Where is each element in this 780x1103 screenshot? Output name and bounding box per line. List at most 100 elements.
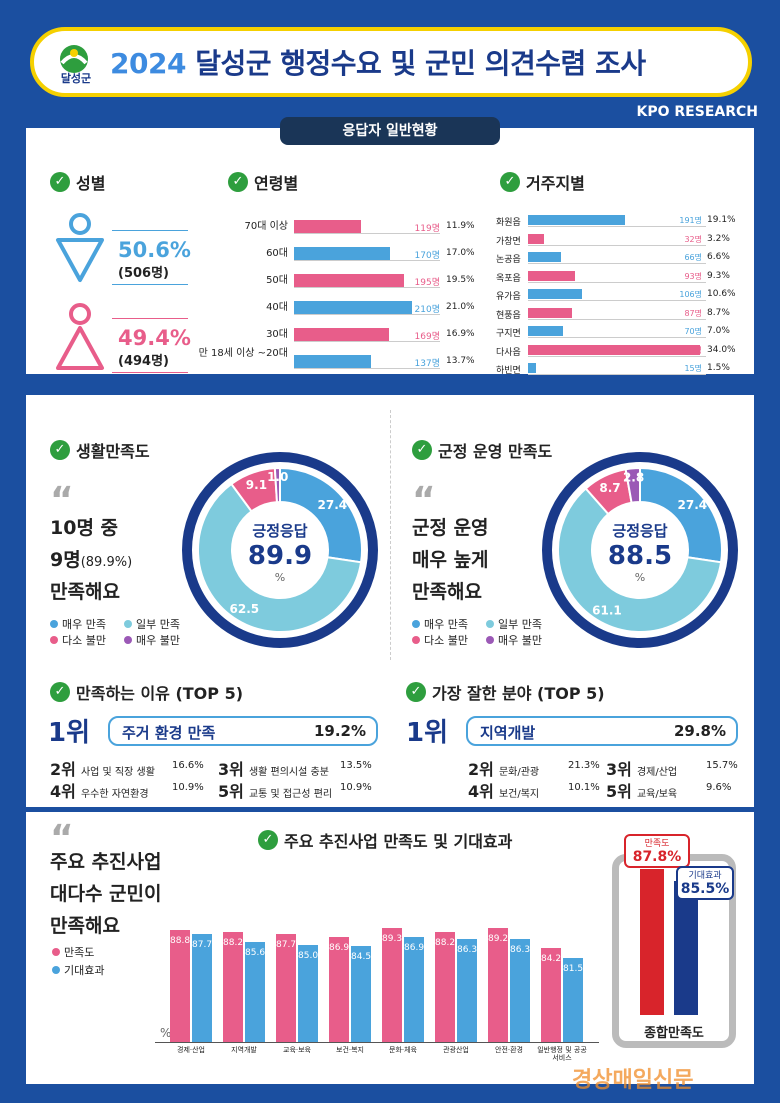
total-sat-label: 만족도 xyxy=(644,839,670,849)
org-name: KPO RESEARCH xyxy=(636,104,758,120)
rank-pct: 21.3% xyxy=(568,760,600,771)
legend-text: 매우 불만 xyxy=(498,634,542,647)
region-count: 70명 xyxy=(684,327,702,336)
age-label: 30대 xyxy=(266,329,288,340)
rank-number: 4위 xyxy=(50,782,76,801)
donut-label: 2.8 xyxy=(623,470,644,484)
region-label: 논공읍 xyxy=(496,255,521,265)
life-center-unit: % xyxy=(274,571,286,584)
legend-item: 매우 불만 xyxy=(124,632,180,648)
male-icon xyxy=(56,213,104,282)
female-pct: 49.4% xyxy=(118,326,191,350)
donut-label: 62.5 xyxy=(230,602,260,616)
project-axis-label: 경제·산업 xyxy=(177,1046,205,1054)
donut-ring xyxy=(542,452,738,648)
rank-item: 4위 보건/복지 xyxy=(468,778,539,802)
legend-item: 매우 만족 xyxy=(50,616,106,632)
check-icon: ✓ xyxy=(406,682,426,702)
age-label: 60대 xyxy=(266,248,288,259)
age-track xyxy=(294,233,440,234)
region-title: ✓ 거주지별 xyxy=(500,170,585,194)
project-bar xyxy=(510,939,530,1042)
best-top-label: 지역개발 xyxy=(480,724,536,742)
donut-slice xyxy=(197,482,363,633)
title-text: 달성군 행정수요 및 군민 의견수렴 조사 xyxy=(195,47,646,80)
project-bar-label: 86.3 xyxy=(457,945,478,956)
project-bar xyxy=(192,933,212,1042)
projects-title: ✓ 주요 추진사업 만족도 및 기대효과 xyxy=(258,828,512,852)
male-count: (506명) xyxy=(118,266,169,281)
rank-number: 5위 xyxy=(606,782,632,801)
check-icon: ✓ xyxy=(500,172,520,192)
rank-text: 교통 및 접근성 편리 xyxy=(248,789,333,800)
age-track xyxy=(294,260,440,261)
region-bar xyxy=(528,289,582,299)
project-bar xyxy=(329,937,349,1042)
donut-label: 8.7 xyxy=(599,481,620,495)
check-icon: ✓ xyxy=(412,440,432,460)
quote-icon: “ xyxy=(50,480,74,521)
panel-divider xyxy=(390,410,391,660)
rank-text: 교육/보육 xyxy=(636,789,678,800)
section-tab: 응답자 일반현황 xyxy=(280,117,500,145)
age-count: 137명 xyxy=(414,359,440,369)
region-count: 32명 xyxy=(684,234,702,244)
age-label: 만 18세 이상 ~20대 xyxy=(198,348,288,359)
life-line2: 9명(89.9%) xyxy=(50,544,132,579)
life-line3: 만족해요 xyxy=(50,581,120,603)
best-top-box: 지역개발 29.8% xyxy=(466,716,738,746)
legend-text: 매우 만족 xyxy=(62,618,106,631)
best-title: ✓ 가장 잘한 분야 (TOP 5) xyxy=(406,680,605,704)
rank-number: 2위 xyxy=(468,760,494,779)
female-divider-bottom xyxy=(112,372,188,373)
region-track xyxy=(528,374,706,375)
header-banner xyxy=(30,27,752,97)
project-bar xyxy=(298,944,318,1042)
total-exp-label: 기대효과 xyxy=(688,871,722,881)
project-bar xyxy=(541,947,561,1042)
life-line1: 10명 중 xyxy=(50,517,119,539)
donut-label: 9.1 xyxy=(246,478,267,492)
project-axis-label: 안전·환경 xyxy=(495,1046,523,1054)
rank-pct: 10.9% xyxy=(340,782,372,793)
rank-pct: 13.5% xyxy=(340,760,372,771)
project-bar-label: 84.2 xyxy=(541,953,562,964)
projects-quote1: 주요 추진사업 xyxy=(50,851,162,873)
age-bar xyxy=(294,274,404,287)
project-bar xyxy=(404,937,424,1042)
quote-icon: “ xyxy=(412,480,436,521)
region-track xyxy=(528,244,706,246)
page-title: 2024 달성군 행정수요 및 군민 의견수렴 조사 xyxy=(110,42,646,82)
quote-icon: “ xyxy=(50,818,74,859)
project-axis-label: 일반행정 및 공공서비스 xyxy=(537,1046,587,1062)
rank-item: 3위 경제/산업 xyxy=(606,756,677,780)
life-line2-main: 9명 xyxy=(50,549,81,571)
life-center: 긍정응답 89.9 % xyxy=(210,520,350,584)
legend-dot xyxy=(124,636,132,644)
region-bar xyxy=(528,307,572,318)
watermark: 경상매일신문 xyxy=(572,1068,694,1093)
legend-item: 매우 만족 xyxy=(412,616,468,632)
donut-label: 1.0 xyxy=(267,470,288,484)
project-bar xyxy=(351,946,371,1042)
reasons-top-label: 주거 환경 만족 xyxy=(122,724,216,742)
age-track xyxy=(294,287,440,288)
life-title: ✓ 생활만족도 xyxy=(50,438,150,462)
project-bar-label: 86.3 xyxy=(510,945,531,956)
legend-text: 다소 불만 xyxy=(424,634,468,647)
region-label: 옥포읍 xyxy=(496,273,521,284)
gov-title: ✓ 군정 운영 만족도 xyxy=(412,438,552,462)
legend-dot xyxy=(486,620,494,628)
female-icon xyxy=(56,303,104,370)
age-pct: 19.5% xyxy=(446,275,475,285)
project-bar-label: 88.2 xyxy=(435,938,456,949)
life-center-value: 89.9 xyxy=(247,541,313,571)
legend-exp: 기대효과 xyxy=(52,962,104,978)
legend-dot-sat xyxy=(52,948,60,956)
legend-dot xyxy=(486,636,494,644)
legend-dot-exp xyxy=(52,966,60,974)
project-bar-label: 88.8 xyxy=(170,935,191,946)
best-top-pct: 29.8% xyxy=(673,722,726,740)
region-track xyxy=(528,281,706,283)
region-pct: 6.6% xyxy=(707,252,730,262)
